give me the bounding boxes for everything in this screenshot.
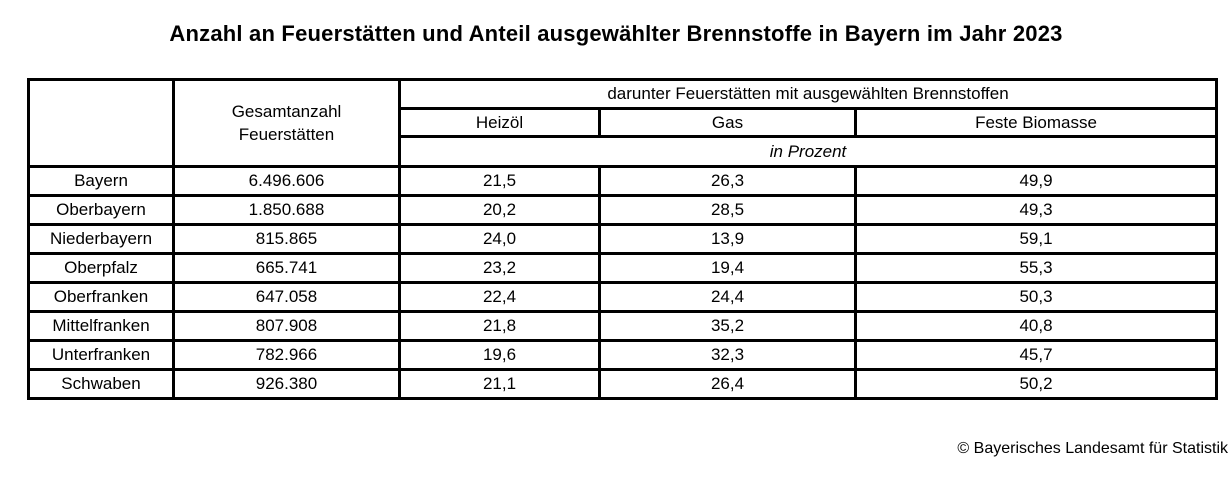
heizoel-cell: 21,1 — [398, 368, 601, 400]
biomasse-cell: 49,9 — [853, 165, 1219, 197]
region-cell: Bayern — [27, 165, 175, 197]
biomasse-cell: 50,3 — [853, 281, 1219, 313]
table-row-niederbayern: Niederbayern 815.865 24,0 13,9 59,1 — [27, 223, 1219, 255]
table-row-oberpfalz: Oberpfalz 665.741 23,2 19,4 55,3 — [27, 252, 1219, 284]
copyright-note: © Bayerisches Landesamt für Statistik — [957, 440, 1228, 457]
biomasse-cell: 50,2 — [853, 368, 1219, 400]
gas-cell: 26,3 — [598, 165, 857, 197]
region-cell: Oberfranken — [27, 281, 175, 313]
total-cell: 815.865 — [172, 223, 401, 255]
region-cell: Oberbayern — [27, 194, 175, 226]
table-row-bayern: Bayern 6.496.606 21,5 26,3 49,9 — [27, 165, 1219, 197]
col-header-heizoel: Heizöl — [398, 107, 601, 138]
unit-header: in Prozent — [397, 135, 1219, 168]
total-cell: 647.058 — [172, 281, 401, 313]
gas-cell: 35,2 — [598, 310, 857, 342]
gas-cell: 26,4 — [598, 368, 857, 400]
header-row-group: Gesamtanzahl Feuerstätten darunter Feuer… — [27, 78, 1219, 168]
table-row-unterfranken: Unterfranken 782.966 19,6 32,3 45,7 — [27, 339, 1219, 371]
total-cell: 1.850.688 — [172, 194, 401, 226]
corner-cell — [27, 78, 175, 168]
col-header-biomasse: Feste Biomasse — [853, 107, 1219, 138]
col-header-total-line2: Feuerstätten — [238, 125, 335, 144]
heizoel-cell: 20,2 — [398, 194, 601, 226]
gas-cell: 13,9 — [598, 223, 857, 255]
feuerstaetten-table: Gesamtanzahl Feuerstätten darunter Feuer… — [27, 78, 1219, 400]
header-row-fuels: Heizöl Gas Feste Biomasse — [29, 107, 1219, 138]
table-row-oberbayern: Oberbayern 1.850.688 20,2 28,5 49,3 — [27, 194, 1219, 226]
heizoel-cell: 22,4 — [398, 281, 601, 313]
gas-cell: 32,3 — [598, 339, 857, 371]
region-cell: Mittelfranken — [27, 310, 175, 342]
biomasse-cell: 49,3 — [853, 194, 1219, 226]
heizoel-cell: 24,0 — [398, 223, 601, 255]
gas-cell: 19,4 — [598, 252, 857, 284]
gas-cell: 28,5 — [598, 194, 857, 226]
table-row-schwaben: Schwaben 926.380 21,1 26,4 50,2 — [27, 368, 1219, 400]
biomasse-cell: 59,1 — [853, 223, 1219, 255]
col-header-group: darunter Feuerstätten mit ausgewählten B… — [397, 78, 1219, 110]
total-cell: 926.380 — [172, 368, 401, 400]
region-cell: Unterfranken — [27, 339, 175, 371]
total-cell: 807.908 — [172, 310, 401, 342]
col-header-total: Gesamtanzahl Feuerstätten — [172, 78, 401, 168]
biomasse-cell: 40,8 — [853, 310, 1219, 342]
region-cell: Oberpfalz — [27, 252, 175, 284]
biomasse-cell: 45,7 — [853, 339, 1219, 371]
biomasse-cell: 55,3 — [853, 252, 1219, 284]
heizoel-cell: 19,6 — [398, 339, 601, 371]
gas-cell: 24,4 — [598, 281, 857, 313]
region-cell: Niederbayern — [27, 223, 175, 255]
header-row-unit: in Prozent — [29, 135, 1219, 168]
total-cell: 782.966 — [172, 339, 401, 371]
table-row-mittelfranken: Mittelfranken 807.908 21,8 35,2 40,8 — [27, 310, 1219, 342]
region-cell: Schwaben — [27, 368, 175, 400]
heizoel-cell: 21,5 — [398, 165, 601, 197]
col-header-gas: Gas — [598, 107, 857, 138]
heizoel-cell: 21,8 — [398, 310, 601, 342]
table-row-oberfranken: Oberfranken 647.058 22,4 24,4 50,3 — [27, 281, 1219, 313]
heizoel-cell: 23,2 — [398, 252, 601, 284]
total-cell: 6.496.606 — [172, 165, 401, 197]
total-cell: 665.741 — [172, 252, 401, 284]
col-header-total-line1: Gesamtanzahl — [231, 102, 342, 121]
page-title: Anzahl an Feuerstätten und Anteil ausgew… — [169, 21, 1063, 46]
